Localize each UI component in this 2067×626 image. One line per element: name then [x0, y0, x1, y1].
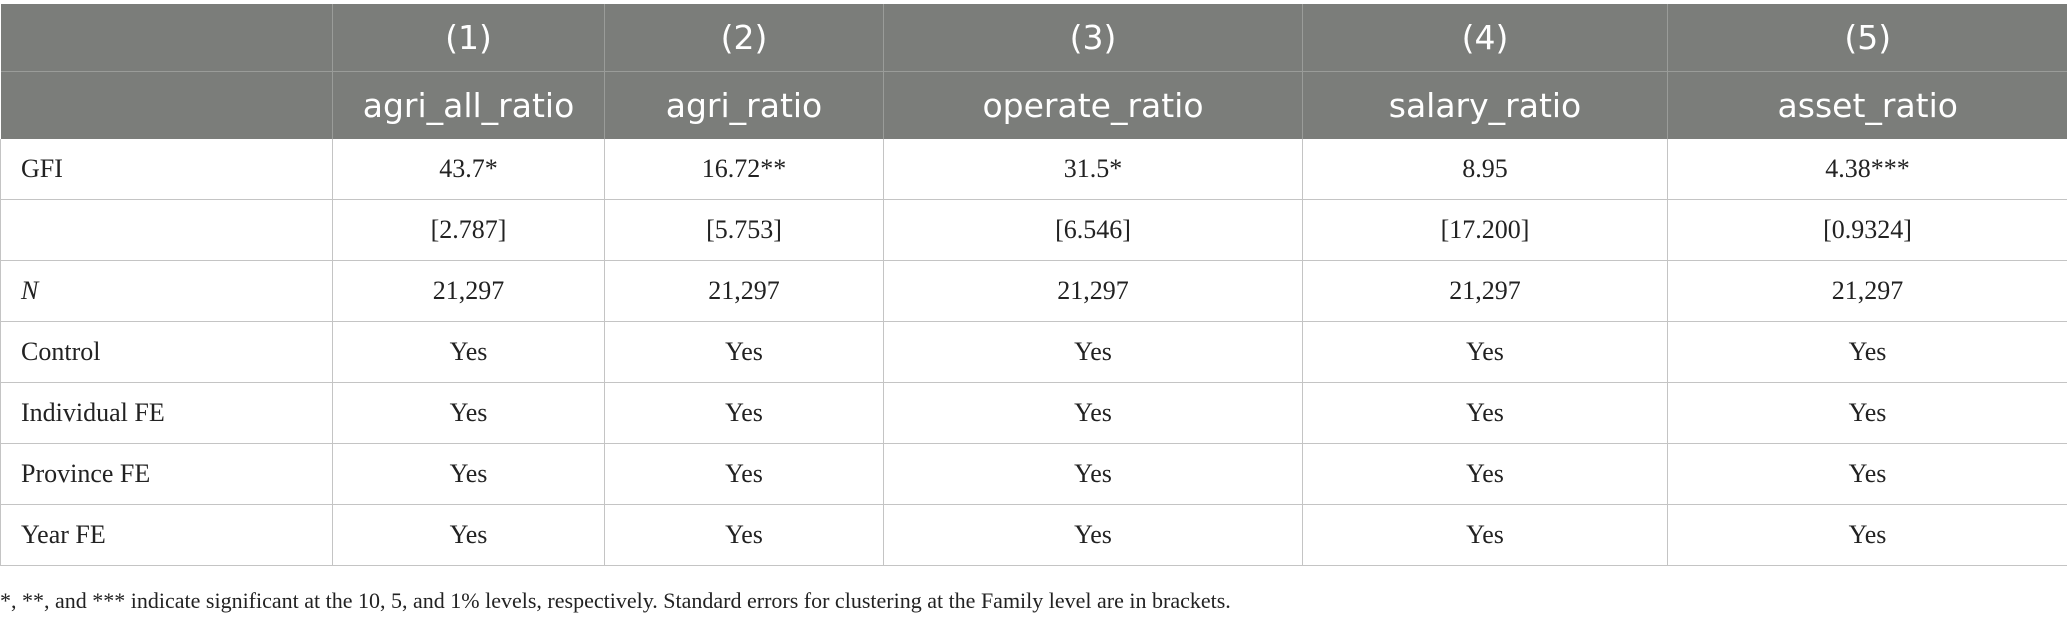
row-label [0, 199, 333, 261]
table-cell: Yes [883, 321, 1303, 383]
column-number-5: (5) [1667, 4, 2067, 72]
table-cell: Yes [332, 321, 605, 383]
column-name-2: agri_ratio [604, 71, 884, 139]
table-row-province-fe: Province FE Yes Yes Yes Yes Yes [0, 443, 2067, 505]
table-cell: 8.95 [1302, 139, 1668, 200]
table-cell: Yes [1667, 382, 2067, 444]
row-label: Year FE [0, 504, 333, 566]
table-cell: [0.9324] [1667, 199, 2067, 261]
table-row-n: N 21,297 21,297 21,297 21,297 21,297 [0, 260, 2067, 322]
table-cell: Yes [332, 443, 605, 505]
table-cell: 21,297 [1667, 260, 2067, 322]
table-cell: Yes [604, 321, 884, 383]
table-row-control: Control Yes Yes Yes Yes Yes [0, 321, 2067, 383]
table-cell: Yes [1667, 443, 2067, 505]
row-label: Province FE [0, 443, 333, 505]
row-label: N [0, 260, 333, 322]
header-corner-cell [0, 71, 333, 139]
regression-table-container: (1) (2) (3) (4) (5) agri_all_ratio agri_… [0, 4, 2067, 566]
column-name-5: asset_ratio [1667, 71, 2067, 139]
table-cell: Yes [332, 382, 605, 444]
column-name-1: agri_all_ratio [332, 71, 605, 139]
table-cell: [5.753] [604, 199, 884, 261]
table-cell: 4.38*** [1667, 139, 2067, 200]
table-cell: Yes [883, 504, 1303, 566]
column-number-4: (4) [1302, 4, 1668, 72]
table-cell: Yes [1302, 443, 1668, 505]
table-cell: Yes [1667, 504, 2067, 566]
table-header: (1) (2) (3) (4) (5) agri_all_ratio agri_… [0, 4, 2067, 139]
table-cell: Yes [883, 443, 1303, 505]
table-row-standard-errors: [2.787] [5.753] [6.546] [17.200] [0.9324… [0, 199, 2067, 261]
table-cell: 31.5* [883, 139, 1303, 200]
table-cell: Yes [604, 504, 884, 566]
table-cell: Yes [1302, 504, 1668, 566]
table-cell: Yes [604, 382, 884, 444]
table-cell: [17.200] [1302, 199, 1668, 261]
table-cell: [2.787] [332, 199, 605, 261]
table-cell: 43.7* [332, 139, 605, 200]
table-cell: 21,297 [1302, 260, 1668, 322]
table-cell: 21,297 [332, 260, 605, 322]
table-cell: Yes [1302, 382, 1668, 444]
table-row-individual-fe: Individual FE Yes Yes Yes Yes Yes [0, 382, 2067, 444]
column-name-3: operate_ratio [883, 71, 1303, 139]
regression-table: (1) (2) (3) (4) (5) agri_all_ratio agri_… [0, 4, 2067, 566]
table-row-gfi: GFI 43.7* 16.72** 31.5* 8.95 4.38*** [0, 139, 2067, 200]
table-cell: Yes [1302, 321, 1668, 383]
table-cell: [6.546] [883, 199, 1303, 261]
row-label: Individual FE [0, 382, 333, 444]
row-label: Control [0, 321, 333, 383]
table-cell: Yes [1667, 321, 2067, 383]
header-row-names: agri_all_ratio agri_ratio operate_ratio … [0, 71, 2067, 139]
table-cell: Yes [332, 504, 605, 566]
table-cell: 21,297 [604, 260, 884, 322]
column-number-2: (2) [604, 4, 884, 72]
table-cell: 21,297 [883, 260, 1303, 322]
header-row-numbers: (1) (2) (3) (4) (5) [0, 4, 2067, 72]
table-body: GFI 43.7* 16.72** 31.5* 8.95 4.38*** [2.… [0, 139, 2067, 566]
table-cell: 16.72** [604, 139, 884, 200]
table-row-year-fe: Year FE Yes Yes Yes Yes Yes [0, 504, 2067, 566]
table-footnote: *, **, and *** indicate significant at t… [0, 588, 1231, 613]
header-corner-cell [0, 4, 333, 72]
table-cell: Yes [604, 443, 884, 505]
column-number-1: (1) [332, 4, 605, 72]
table-cell: Yes [883, 382, 1303, 444]
column-number-3: (3) [883, 4, 1303, 72]
column-name-4: salary_ratio [1302, 71, 1668, 139]
row-label: GFI [0, 139, 333, 200]
